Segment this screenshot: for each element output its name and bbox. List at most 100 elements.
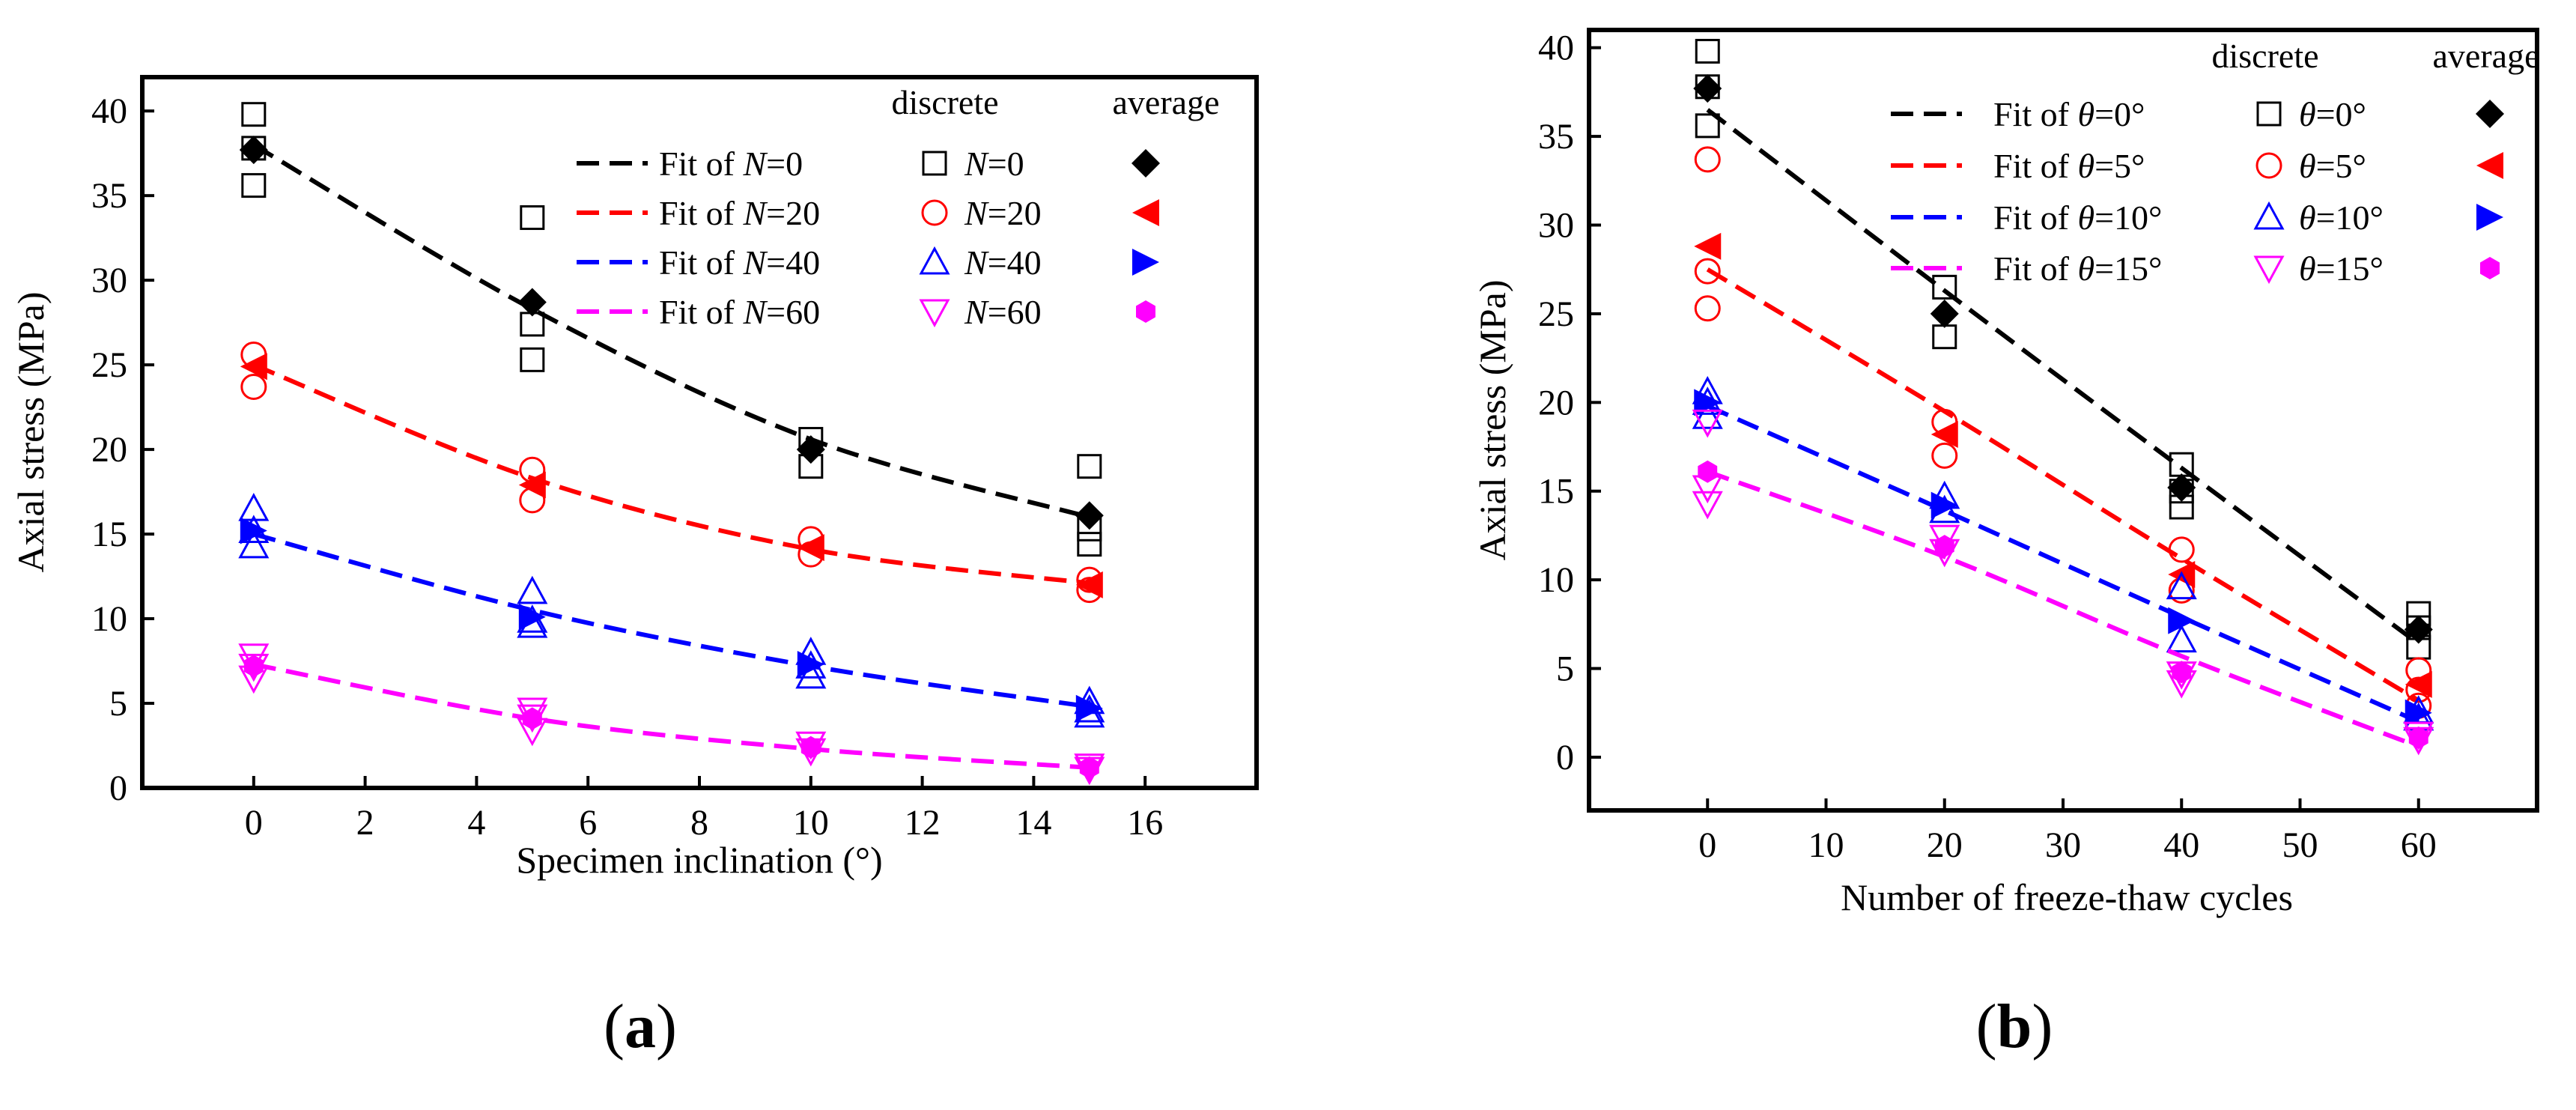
legend-discrete-label: θ=0° [2299,95,2366,133]
discrete-point [1694,258,1721,285]
discrete-point [520,347,545,372]
discrete-point [1694,295,1721,322]
discrete-point [1695,113,1720,139]
average-point [518,603,546,631]
average-point [240,517,267,545]
discrete-point [1694,146,1721,173]
legend-average-marker [1132,249,1159,276]
legend-fit-label: Fit of N=20 [659,194,820,232]
discrete-point [517,697,548,727]
x-tick-label: 6 [579,803,597,843]
average-point [1694,232,1722,260]
average-point [1931,491,1958,519]
legend-discrete-label: θ=10° [2299,198,2384,237]
average-point [1934,535,1954,558]
discrete-point [1077,454,1102,479]
average-point [1694,389,1722,416]
x-tick-label: 50 [2282,825,2318,865]
x-tick-label: 8 [690,803,708,843]
y-tick-label: 5 [109,684,127,724]
average-point [1075,694,1103,722]
x-tick-label: 12 [905,803,941,843]
fit-line-series-2 [253,532,1090,709]
legend-average-marker [1136,300,1155,323]
average-point [2167,473,2196,502]
y-tick-label: 35 [91,176,127,216]
discrete-point [2166,571,2197,600]
average-point [2408,726,2428,749]
discrete-point [795,660,827,689]
y-tick-label: 5 [1556,649,1574,689]
legend-discrete-label: θ=5° [2299,147,2366,185]
y-tick-label: 15 [1538,472,1574,512]
fit-line-series-2 [1707,404,2420,724]
x-tick-label: 30 [2045,825,2081,865]
average-point [2405,699,2432,727]
legend-fit-label: Fit of N=40 [659,243,820,282]
average-point [522,707,542,730]
legend-discrete-marker [922,151,947,176]
discrete-point [238,530,270,559]
average-point [2404,615,2433,644]
legend-header-average: average [2433,37,2540,75]
average-point [796,435,825,464]
legend-header-average: average [1113,83,1220,121]
x-tick-label: 16 [1127,803,1163,843]
legend-header-discrete: discrete [891,83,998,121]
average-point [1693,74,1722,103]
legend-fit-label: Fit of N=60 [659,293,820,331]
average-point [1698,460,1718,483]
discrete-point [2166,624,2197,653]
discrete-point [517,575,548,604]
average-point [797,534,824,562]
average-point [1930,299,1959,328]
y-axis-label: Axial stress (MPa) [10,292,52,573]
legend-discrete-label: N=0 [964,145,1024,183]
y-tick-label: 30 [1538,206,1574,246]
discrete-point [238,643,270,672]
average-point [1931,420,1958,448]
legend-discrete-label: N=40 [964,243,1042,282]
y-tick-label: 40 [91,91,127,131]
x-tick-label: 60 [2401,825,2437,865]
discrete-point [238,493,270,521]
x-tick-label: 14 [1015,803,1051,843]
average-point [2405,670,2432,698]
discrete-point [1932,274,1957,300]
legend-header-discrete: discrete [2211,37,2318,75]
y-tick-label: 10 [1538,560,1574,600]
panel-label: (a) [604,992,677,1061]
x-tick-label: 0 [245,803,263,843]
legend-fit-label: Fit of θ=0° [1993,95,2145,133]
discrete-point [241,102,267,127]
fit-line-series-3 [1707,469,2419,749]
x-tick-label: 0 [1698,825,1716,865]
discrete-point [1931,442,1958,469]
x-tick-label: 10 [1808,825,1844,865]
discrete-point [1692,401,1723,429]
legend-discrete-marker [2253,201,2285,230]
legend-discrete-marker [2255,152,2282,179]
legend-average-marker [2476,152,2503,179]
discrete-point [1077,532,1102,557]
legend-discrete-marker [919,246,950,275]
y-tick-label: 30 [91,261,127,300]
average-point [1075,571,1103,598]
y-tick-label: 15 [91,515,127,554]
legend-discrete-marker [2253,255,2285,285]
x-axis-label: Specimen inclination (°) [516,839,882,881]
legend-discrete-label: N=60 [964,293,1042,331]
legend-discrete-label: N=20 [964,194,1042,232]
legend-average-marker [2476,100,2504,128]
y-tick-label: 25 [1538,294,1574,334]
y-tick-label: 35 [1538,117,1574,157]
y-tick-label: 40 [1538,28,1574,68]
legend-fit-label: Fit of N=0 [659,145,803,183]
legend-discrete-marker [919,299,950,328]
fit-line-series-0 [1706,108,2420,646]
legend-fit-label: Fit of θ=10° [1993,198,2162,237]
y-tick-label: 20 [1538,383,1574,422]
x-tick-label: 10 [793,803,829,843]
average-point [240,353,267,380]
